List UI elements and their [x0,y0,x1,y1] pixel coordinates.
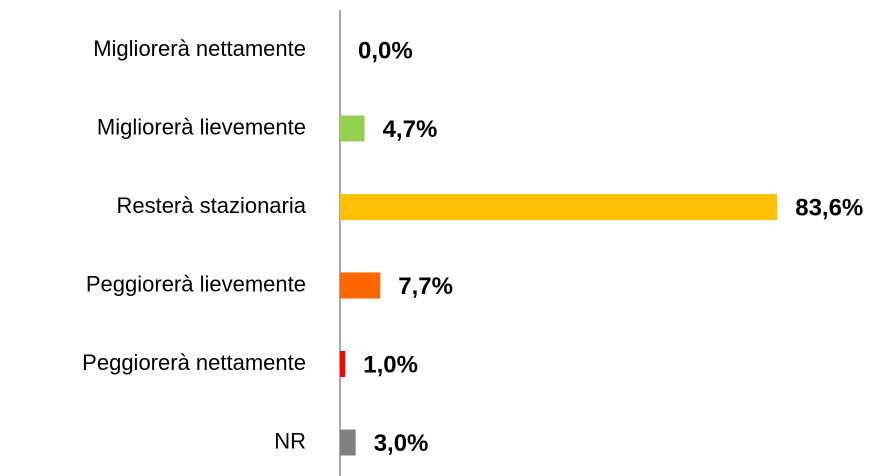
value-label: 0,0% [358,37,413,64]
category-label: Migliorerà lievemente [97,114,306,139]
category-label: Peggiorerà lievemente [86,271,306,296]
category-label: Migliorerà nettamente [93,36,306,61]
bar [340,115,365,142]
value-label: 3,0% [374,430,429,457]
bar [340,429,356,456]
value-label: 1,0% [363,351,418,378]
category-label: NR [274,428,306,453]
category-label: Resterà stazionaria [116,193,306,218]
bar [340,272,381,299]
value-label: 7,7% [398,273,453,300]
category-label: Peggiorerà nettamente [82,350,306,375]
bar [340,194,778,220]
value-label: 83,6% [795,194,863,221]
bar [340,351,346,377]
value-label: 4,7% [383,116,438,143]
